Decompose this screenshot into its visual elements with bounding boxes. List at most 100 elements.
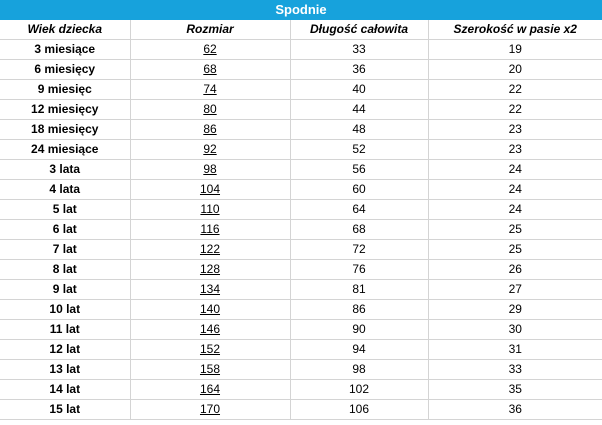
size-link[interactable]: 98 xyxy=(203,162,217,176)
age-cell: 10 lat xyxy=(0,299,131,320)
waist-cell: 23 xyxy=(428,139,602,160)
age-cell: 6 miesięcy xyxy=(0,59,131,80)
age-cell: 5 lat xyxy=(0,199,131,220)
size-cell: 92 xyxy=(130,139,291,160)
size-link[interactable]: 158 xyxy=(199,362,221,376)
table-row: 12 miesięcy 80 44 22 xyxy=(0,99,602,120)
length-cell: 76 xyxy=(290,259,429,280)
length-cell: 33 xyxy=(290,39,429,60)
length-cell: 64 xyxy=(290,199,429,220)
size-cell: 116 xyxy=(130,219,291,240)
waist-cell: 29 xyxy=(428,299,602,320)
size-cell: 74 xyxy=(130,79,291,100)
age-cell: 13 lat xyxy=(0,359,131,380)
waist-cell: 35 xyxy=(428,379,602,400)
length-cell: 56 xyxy=(290,159,429,180)
size-cell: 158 xyxy=(130,359,291,380)
waist-cell: 25 xyxy=(428,239,602,260)
size-link[interactable]: 134 xyxy=(199,282,221,296)
length-cell: 81 xyxy=(290,279,429,300)
table-row: 3 miesiące 62 33 19 xyxy=(0,39,602,60)
size-cell: 68 xyxy=(130,59,291,80)
table-row: 6 lat 116 68 25 xyxy=(0,219,602,240)
size-link[interactable]: 80 xyxy=(203,102,217,116)
waist-cell: 19 xyxy=(428,39,602,60)
age-cell: 9 miesięc xyxy=(0,79,131,100)
size-link[interactable]: 152 xyxy=(199,342,221,356)
length-cell: 40 xyxy=(290,79,429,100)
column-header-size: Rozmiar xyxy=(130,20,291,40)
size-link[interactable]: 62 xyxy=(203,42,217,56)
size-cell: 98 xyxy=(130,159,291,180)
age-cell: 12 lat xyxy=(0,339,131,360)
size-table: Wiek dziecka Rozmiar Długość całowita Sz… xyxy=(0,20,602,420)
waist-cell: 36 xyxy=(428,399,602,420)
length-cell: 94 xyxy=(290,339,429,360)
size-link[interactable]: 170 xyxy=(199,402,221,416)
size-cell: 86 xyxy=(130,119,291,140)
length-cell: 68 xyxy=(290,219,429,240)
size-cell: 128 xyxy=(130,259,291,280)
length-cell: 36 xyxy=(290,59,429,80)
size-cell: 104 xyxy=(130,179,291,200)
table-row: 14 lat 164 102 35 xyxy=(0,379,602,400)
table-row: 11 lat 146 90 30 xyxy=(0,319,602,340)
size-link[interactable]: 140 xyxy=(199,302,221,316)
size-link[interactable]: 68 xyxy=(203,62,217,76)
table-row: 5 lat 110 64 24 xyxy=(0,199,602,220)
waist-cell: 20 xyxy=(428,59,602,80)
table-row: 6 miesięcy 68 36 20 xyxy=(0,59,602,80)
column-header-waist: Szerokość w pasie x2 xyxy=(428,20,602,40)
length-cell: 90 xyxy=(290,319,429,340)
waist-cell: 27 xyxy=(428,279,602,300)
waist-cell: 31 xyxy=(428,339,602,360)
size-link[interactable]: 92 xyxy=(203,142,217,156)
size-link[interactable]: 110 xyxy=(200,202,220,216)
age-cell: 7 lat xyxy=(0,239,131,260)
size-link[interactable]: 86 xyxy=(203,122,217,136)
size-cell: 170 xyxy=(130,399,291,420)
size-link[interactable]: 74 xyxy=(203,82,217,96)
waist-cell: 22 xyxy=(428,99,602,120)
table-row: 18 miesięcy 86 48 23 xyxy=(0,119,602,140)
waist-cell: 22 xyxy=(428,79,602,100)
length-cell: 98 xyxy=(290,359,429,380)
size-cell: 134 xyxy=(130,279,291,300)
column-header-age: Wiek dziecka xyxy=(0,20,131,40)
age-cell: 3 lata xyxy=(0,159,131,180)
size-link[interactable]: 104 xyxy=(199,182,221,196)
waist-cell: 26 xyxy=(428,259,602,280)
table-row: 13 lat 158 98 33 xyxy=(0,359,602,380)
size-cell: 146 xyxy=(130,319,291,340)
table-row: 10 lat 140 86 29 xyxy=(0,299,602,320)
size-cell: 110 xyxy=(130,199,291,220)
size-cell: 62 xyxy=(130,39,291,60)
waist-cell: 33 xyxy=(428,359,602,380)
size-cell: 152 xyxy=(130,339,291,360)
length-cell: 44 xyxy=(290,99,429,120)
age-cell: 4 lata xyxy=(0,179,131,200)
column-header-length: Długość całowita xyxy=(290,20,429,40)
size-link[interactable]: 116 xyxy=(200,222,220,236)
size-link[interactable]: 128 xyxy=(199,262,221,276)
size-cell: 140 xyxy=(130,299,291,320)
waist-cell: 24 xyxy=(428,159,602,180)
waist-cell: 30 xyxy=(428,319,602,340)
table-row: 3 lata 98 56 24 xyxy=(0,159,602,180)
table-row: 4 lata 104 60 24 xyxy=(0,179,602,200)
waist-cell: 23 xyxy=(428,119,602,140)
table-row: 9 miesięc 74 40 22 xyxy=(0,79,602,100)
length-cell: 72 xyxy=(290,239,429,260)
age-cell: 3 miesiące xyxy=(0,39,131,60)
size-link[interactable]: 146 xyxy=(199,322,221,336)
table-row: 7 lat 122 72 25 xyxy=(0,239,602,260)
length-cell: 48 xyxy=(290,119,429,140)
length-cell: 52 xyxy=(290,139,429,160)
table-title: Spodnie xyxy=(0,0,602,20)
age-cell: 24 miesiące xyxy=(0,139,131,160)
age-cell: 15 lat xyxy=(0,399,131,420)
size-cell: 122 xyxy=(130,239,291,260)
size-link[interactable]: 122 xyxy=(199,242,221,256)
size-link[interactable]: 164 xyxy=(199,382,221,396)
table-row: 15 lat 170 106 36 xyxy=(0,399,602,420)
